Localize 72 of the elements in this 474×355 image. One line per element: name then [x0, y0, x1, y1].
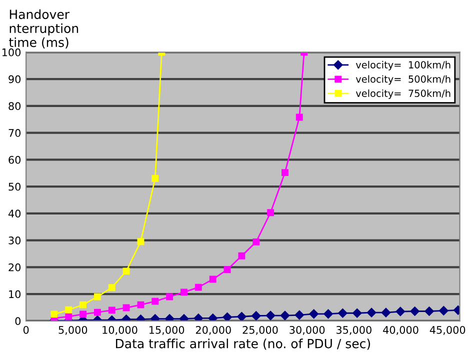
point [224, 266, 231, 274]
point [108, 284, 116, 292]
legend-label: velocity= 500km/h [356, 75, 450, 85]
x-axis-title: Data traffic arrival rate (no. of PDU / sec) [116, 338, 370, 350]
point [122, 268, 130, 275]
point [94, 293, 101, 300]
x-tick-label: 5,000 [58, 326, 88, 335]
point [352, 308, 362, 318]
point [122, 304, 130, 312]
point [266, 310, 276, 320]
y-tick-label: 70 [8, 129, 21, 137]
point [65, 306, 72, 314]
x-tick-label: 45,000 [430, 326, 466, 335]
point [80, 301, 86, 308]
point [338, 308, 348, 318]
y-tick-label: 30 [8, 236, 21, 244]
point [80, 310, 86, 318]
x-tick-label: 0 [23, 326, 29, 334]
point [424, 306, 434, 316]
x-tick-label: 10,000 [102, 326, 138, 335]
point [309, 309, 318, 319]
y-tick-label: 90 [8, 75, 21, 84]
point [194, 284, 202, 291]
y-tick-label: 20 [8, 263, 21, 272]
point [137, 238, 144, 246]
point [252, 238, 260, 246]
y-tick-label: 10 [9, 290, 21, 298]
point [439, 306, 448, 316]
y-tick-label: 40 [8, 210, 21, 218]
y-tick-label: 0 [15, 317, 21, 326]
point [150, 314, 160, 321]
point [166, 293, 174, 300]
point [137, 301, 144, 308]
point [238, 252, 246, 260]
point [252, 311, 261, 320]
point [50, 310, 58, 318]
point [222, 312, 232, 321]
legend-label: velocity= 750km/h [356, 89, 450, 99]
point [282, 169, 288, 176]
point [296, 114, 303, 121]
point [164, 314, 174, 321]
x-tick-label: 35,000 [336, 326, 372, 335]
point [366, 308, 376, 318]
point [108, 306, 116, 314]
y-tick-label: 60 [8, 156, 21, 164]
legend-label: velocity= 100km/h [356, 60, 450, 70]
point [194, 314, 204, 321]
point [381, 308, 391, 318]
point [65, 313, 72, 320]
x-tick-label: 15,000 [150, 326, 184, 335]
point [410, 306, 420, 316]
point [209, 276, 216, 283]
point [396, 306, 406, 316]
point [294, 310, 304, 320]
y-axis-title: Handover nterruption time (ms) [9, 9, 78, 49]
x-tick-label: 25,000 [242, 326, 278, 335]
point [152, 175, 159, 182]
y-tick-label: 50 [8, 182, 21, 191]
y-tick-label: 80 [8, 102, 21, 110]
x-tick-label: 20,000 [196, 326, 231, 335]
point [208, 314, 218, 321]
point [280, 310, 290, 320]
point [267, 209, 274, 216]
point [179, 314, 189, 321]
point [94, 308, 101, 316]
point [237, 312, 246, 321]
y-tick-label: 100 [2, 48, 21, 56]
x-tick-label: 40,000 [383, 326, 418, 335]
x-tick-label: 30,000 [290, 326, 325, 335]
point [180, 288, 188, 296]
point [324, 309, 333, 319]
point [152, 298, 159, 305]
